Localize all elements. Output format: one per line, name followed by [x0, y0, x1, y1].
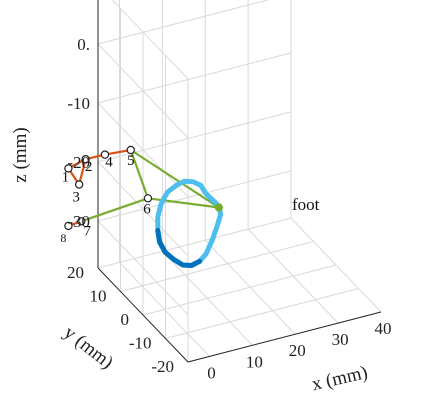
x-tick-label: 20 — [289, 341, 306, 360]
green-link — [147, 197, 220, 209]
joint-marker — [64, 164, 73, 173]
grid-line — [97, 52, 292, 104]
y-tick-label: 10 — [90, 287, 107, 306]
joint-marker — [100, 150, 110, 159]
joint-marker — [64, 221, 73, 231]
z-axis-label: z (mm) — [10, 127, 31, 182]
y-tick-label: -10 — [129, 334, 152, 353]
joint-marker — [77, 217, 86, 226]
x-tick-label: 0 — [207, 363, 216, 382]
x-axis-line — [187, 311, 382, 363]
grid-line — [97, 0, 270, 45]
grid-line — [97, 220, 189, 316]
joint-label: 7 — [84, 223, 92, 239]
y-axis-line — [97, 267, 189, 363]
joint-label: 8 — [60, 231, 66, 245]
axis-box — [97, 0, 382, 363]
y-tick-label: 20 — [67, 263, 84, 282]
grid-line — [97, 102, 189, 198]
y-tick-label: -20 — [151, 357, 174, 376]
x-tick-label: 40 — [375, 319, 392, 338]
joint-label: 2 — [85, 159, 93, 175]
z-tick-label: -20 — [67, 153, 90, 172]
y-axis-label: y (mm) — [60, 322, 117, 373]
grid-line — [97, 161, 189, 257]
z-tick-label: -30 — [67, 212, 90, 231]
joint-label: 3 — [72, 190, 80, 206]
grid-line — [111, 0, 189, 80]
grid-line — [97, 217, 292, 269]
joint-marker — [74, 180, 84, 189]
joint-label: 1 — [62, 169, 70, 185]
y-tick-label: 0 — [121, 310, 130, 329]
green-link — [80, 197, 149, 223]
foot-path-dark — [155, 228, 203, 268]
x-tick-label: 30 — [332, 330, 349, 349]
grid-line — [165, 288, 359, 339]
grid-line — [97, 43, 189, 139]
z-tick-label: -10 — [67, 94, 90, 113]
grid-line — [120, 241, 314, 292]
x-tick-label: 10 — [246, 352, 263, 371]
joint-label: 6 — [143, 201, 151, 217]
foot-label: foot — [292, 195, 320, 214]
orange-link — [104, 148, 131, 156]
grid-line — [97, 170, 292, 222]
orange-link — [78, 158, 87, 185]
joint-marker — [126, 145, 135, 155]
foot-trajectory — [155, 178, 224, 268]
green-link — [130, 149, 220, 209]
joint-marker — [81, 154, 90, 164]
joint-label: 4 — [105, 155, 113, 171]
grid-lines — [97, 0, 382, 363]
joint-label: 5 — [127, 153, 135, 169]
joint-marker — [214, 203, 223, 212]
grid-line — [142, 264, 337, 316]
z-tick-label: 0. — [77, 35, 90, 54]
x-axis-label: x (mm) — [310, 362, 370, 395]
green-link — [129, 149, 149, 199]
joint-marker — [143, 194, 153, 203]
skeleton-joints: 123 4 5 6 7 8 — [60, 145, 223, 245]
